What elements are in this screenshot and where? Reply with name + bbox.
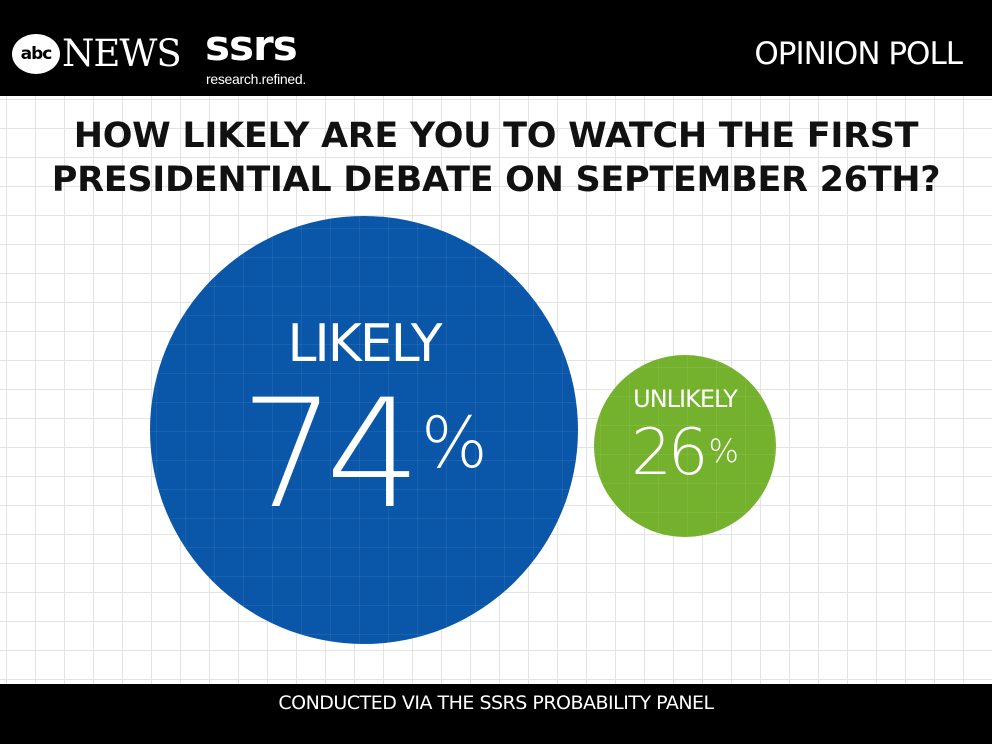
likely-value: 74% <box>150 380 578 530</box>
likely-percent-sign: % <box>421 402 488 484</box>
news-logo-text: NEWS <box>62 32 182 75</box>
ssrs-tagline: research.refined. <box>206 71 306 87</box>
likely-label: LIKELY <box>287 314 442 374</box>
unlikely-percent-sign: % <box>708 432 739 470</box>
footer-note: CONDUCTED VIA THE SSRS PROBABILITY PANEL <box>278 692 714 714</box>
chart-title-line-1: HOW LIKELY ARE YOU TO WATCH THE FIRST <box>73 116 919 156</box>
unlikely-value-number: 26 <box>631 416 708 490</box>
ssrs-logo: ssrs <box>205 21 298 70</box>
chart-title: HOW LIKELY ARE YOU TO WATCH THE FIRST PR… <box>0 114 992 202</box>
abc-logo: abc <box>12 34 60 74</box>
footer-bar: CONDUCTED VIA THE SSRS PROBABILITY PANEL <box>0 684 992 744</box>
header-bar: abc NEWS ssrs research.refined. OPINION … <box>0 0 992 96</box>
unlikely-bubble: UNLIKELY 26% <box>594 355 776 537</box>
section-title: OPINION POLL <box>754 36 963 72</box>
unlikely-label: UNLIKELY <box>633 385 738 413</box>
likely-value-number: 74 <box>240 368 421 542</box>
unlikely-value: 26% <box>594 421 776 485</box>
likely-bubble: LIKELY 74% <box>150 216 578 644</box>
chart-title-line-2: PRESIDENTIAL DEBATE ON SEPTEMBER 26TH? <box>51 160 941 200</box>
